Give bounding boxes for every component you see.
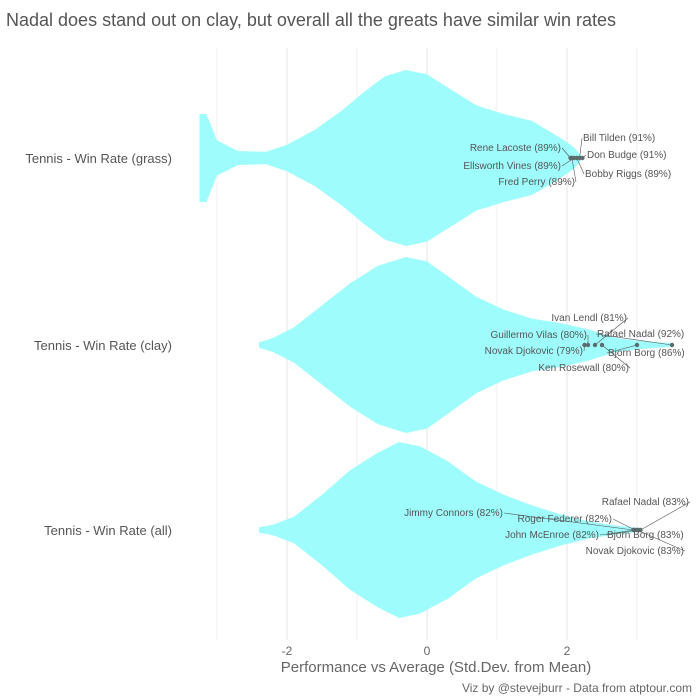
data-point (585, 342, 591, 348)
data-point (574, 155, 579, 161)
data-point (669, 342, 675, 348)
data-point (634, 342, 640, 348)
point-label: Novak Djokovic (79%) (485, 346, 583, 357)
x-axis-ticks: -2 0 2 (282, 644, 571, 658)
label-connector (601, 344, 631, 369)
point-label: Roger Federer (82%) (518, 514, 612, 525)
label-connector (636, 529, 686, 552)
violins: Bill Tilden (91%) Don Budge (91%) Rene Lac… (199, 70, 691, 618)
caption: Viz by @stevejburr - Data from atptour.c… (462, 681, 692, 695)
chart-title: Nadal does stand out on clay, but overal… (6, 10, 616, 30)
point-label: John McEnroe (82%) (505, 530, 599, 541)
label-connector (612, 518, 636, 531)
point-label: Bobby Riggs (89%) (585, 169, 671, 180)
data-point (592, 342, 598, 348)
label-connector (594, 317, 629, 346)
label-connector (595, 333, 673, 346)
label-connector (605, 529, 639, 536)
point-label: Bjorn Borg (86%) (608, 348, 685, 359)
violin-shape (259, 257, 672, 433)
point-label: Ivan Lendl (81%) (551, 313, 627, 324)
data-point (634, 527, 640, 533)
label-connector (571, 157, 577, 183)
x-axis-title: Performance vs Average (Std.Dev. from Me… (281, 659, 591, 676)
point-label: Bill Tilden (91%) (583, 133, 655, 144)
point-label: Novak Djokovic (83%) (586, 546, 684, 557)
category-label: Tennis - Win Rate (clay) (34, 338, 172, 353)
point-label: Rafael Nadal (92%) (597, 329, 684, 340)
violin-shape (259, 442, 641, 618)
violin-group: Bill Tilden (91%) Don Budge (91%) Rene Lac… (199, 70, 671, 246)
x-tick-label: 2 (564, 644, 571, 658)
violin-group: Ivan Lendl (81%) Rafael Nadal (92%) Guille… (259, 257, 685, 433)
category-label: Tennis - Win Rate (grass) (25, 151, 172, 166)
label-connector (606, 344, 638, 354)
data-point (569, 155, 575, 161)
point-label: Rene Lacoste (89%) (470, 143, 561, 154)
label-connector (599, 529, 635, 536)
data-point (580, 155, 585, 161)
data-point (582, 342, 587, 348)
label-connector (579, 137, 583, 159)
data-point (599, 342, 605, 348)
category-labels: Tennis - Win Rate (grass) Tennis - Win Ra… (25, 151, 172, 538)
x-tick-label: -2 (282, 644, 293, 658)
point-label: Ken Rosewall (80%) (538, 363, 629, 374)
violin-shape (199, 70, 581, 246)
label-connector (640, 501, 691, 531)
point-label: Guillermo Vilas (80%) (490, 330, 587, 341)
point-label: Bjorn Borg (83%) (607, 530, 684, 541)
violin-group: Rafael Nadal (83%) Jimmy Connors (82%) Rog… (259, 442, 691, 618)
label-connector (503, 512, 634, 531)
label-connector (576, 157, 585, 175)
point-label: Fred Perry (89%) (498, 177, 575, 188)
point-label: Jimmy Connors (82%) (404, 508, 503, 519)
point-label: Don Budge (91%) (587, 150, 667, 161)
x-tick-label: 0 (424, 644, 431, 658)
category-label: Tennis - Win Rate (all) (44, 523, 172, 538)
point-label: Ellsworth Vines (89%) (463, 161, 561, 172)
point-label: Rafael Nadal (83%) (602, 497, 689, 508)
